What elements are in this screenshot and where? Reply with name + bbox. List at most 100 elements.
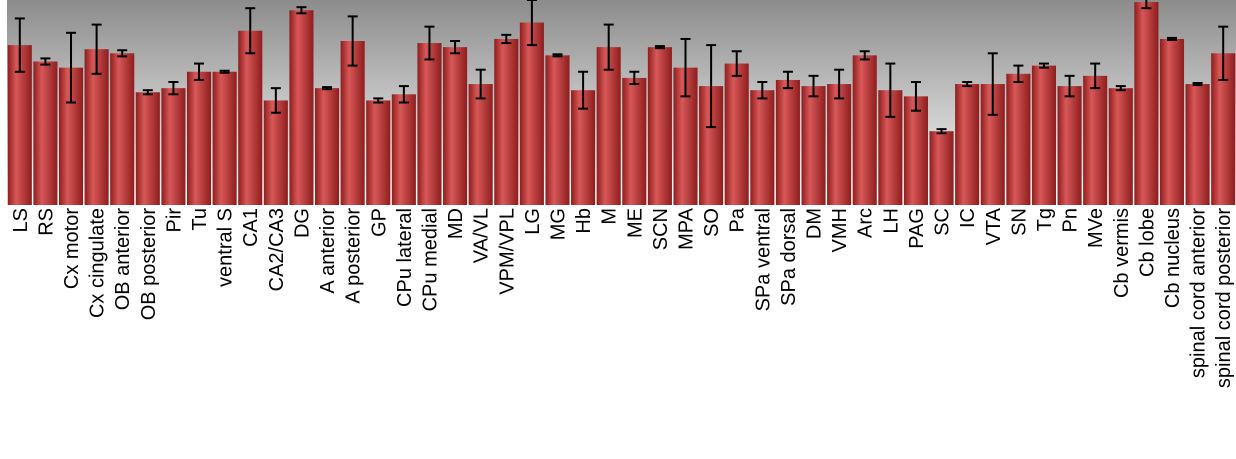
- tick-label-15: CPu lateral: [394, 208, 416, 307]
- bar-25: [647, 47, 672, 206]
- error-bar-32: [834, 68, 845, 100]
- bar-35: [903, 96, 928, 205]
- error-bar-37: [962, 81, 973, 88]
- error-bar-15: [398, 85, 409, 104]
- tick-label-45: Cb nucleus: [1162, 208, 1184, 308]
- error-bar-26: [680, 37, 691, 98]
- bar-16: [417, 43, 442, 205]
- tick-label-12: A anterior: [317, 208, 339, 294]
- bar-15: [391, 94, 416, 205]
- bar-31: [801, 86, 826, 205]
- tick-label-21: MG: [547, 208, 569, 240]
- bar-10: [263, 100, 288, 205]
- tick-label-14: GP: [368, 208, 390, 237]
- tick-label-22: Hb: [573, 208, 595, 234]
- error-bar-17: [450, 40, 461, 55]
- tick-label-47: spinal cord posterior: [1213, 208, 1235, 388]
- error-bar-31: [808, 74, 819, 98]
- error-bar-23: [603, 23, 614, 71]
- tick-label-42: MVe: [1085, 208, 1107, 248]
- bar-23: [596, 47, 621, 206]
- bars-layer: [7, 2, 1236, 206]
- tick-label-18: VA/VL: [471, 208, 493, 263]
- error-bar-7: [194, 62, 205, 81]
- tick-label-43: Cb vermis: [1111, 208, 1133, 298]
- error-bar-36: [936, 128, 947, 135]
- bar-40: [1031, 65, 1056, 205]
- tick-label-39: SN: [1008, 208, 1030, 236]
- error-bar-47: [1218, 25, 1229, 81]
- bar-17: [443, 47, 468, 206]
- error-bar-3: [91, 23, 102, 75]
- bar-11: [289, 10, 314, 205]
- bar-42: [1083, 75, 1108, 205]
- error-bar-16: [424, 25, 435, 61]
- tick-label-41: Pn: [1060, 208, 1082, 232]
- tick-label-27: SO: [701, 208, 723, 237]
- error-bar-38: [987, 52, 998, 116]
- error-bar-11: [296, 6, 307, 15]
- tick-label-6: Pir: [163, 208, 185, 233]
- tick-label-19: VPM/VPL: [496, 208, 518, 295]
- tick-label-35: PAG: [906, 208, 928, 249]
- bar-20: [519, 22, 544, 205]
- tick-label-29: SPa ventral: [752, 208, 774, 311]
- tick-label-30: SPa dorsal: [778, 208, 800, 306]
- tick-label-23: M: [599, 208, 621, 225]
- error-bar-34: [885, 62, 896, 118]
- error-bar-9: [245, 7, 256, 55]
- error-bars-layer: [14, 0, 1229, 135]
- error-bar-0: [14, 17, 25, 73]
- bar-41: [1057, 86, 1082, 205]
- error-bar-44: [1141, 0, 1152, 10]
- bar-37: [955, 84, 980, 205]
- error-bar-1: [40, 57, 51, 66]
- x-tick-labels: LS RS Cx motor Cx cingulate OB anterior OB po…: [10, 207, 1235, 388]
- error-bar-45: [1166, 36, 1177, 41]
- error-bar-39: [1013, 64, 1024, 83]
- bar-44: [1134, 2, 1159, 205]
- error-bar-12: [322, 86, 333, 91]
- bar-19: [494, 38, 519, 206]
- tick-label-46: spinal cord anterior: [1188, 208, 1210, 378]
- error-bar-40: [1038, 62, 1049, 69]
- bar-39: [1006, 73, 1031, 205]
- tick-label-44: Cb lobe: [1136, 208, 1158, 277]
- bar-24: [622, 77, 647, 205]
- tick-label-10: CA2/CA3: [266, 208, 288, 291]
- tick-label-0: LS: [10, 208, 32, 232]
- bar-33: [852, 55, 877, 205]
- tick-label-17: MD: [445, 208, 467, 239]
- tick-label-9: CA1: [240, 208, 262, 247]
- bar-13: [340, 41, 365, 205]
- error-bar-42: [1090, 62, 1101, 90]
- bar-36: [929, 131, 954, 205]
- bar-21: [545, 55, 570, 205]
- tick-label-31: DM: [804, 208, 826, 239]
- bar-45: [1159, 38, 1185, 206]
- tick-label-24: ME: [624, 208, 646, 238]
- error-bar-13: [347, 15, 358, 67]
- bar-9: [238, 30, 263, 205]
- bar-30: [775, 79, 800, 205]
- error-bar-5: [142, 89, 153, 96]
- error-bar-35: [910, 81, 921, 112]
- tick-label-32: VMH: [829, 208, 851, 252]
- tick-label-40: Tg: [1034, 208, 1056, 231]
- error-bar-43: [1115, 85, 1126, 92]
- error-bar-33: [859, 50, 870, 61]
- bar-18: [468, 84, 493, 205]
- bar-28: [724, 63, 749, 205]
- tick-label-4: OB anterior: [112, 208, 134, 311]
- error-bar-4: [117, 49, 128, 58]
- bar-4: [110, 53, 135, 205]
- error-bar-30: [782, 70, 793, 90]
- tick-label-3: Cx cingulate: [87, 208, 109, 318]
- tick-label-5: OB posterior: [138, 208, 160, 321]
- plot-background: [7, 0, 1236, 205]
- error-bar-14: [373, 97, 384, 104]
- tick-label-8: ventral S: [215, 208, 237, 287]
- error-bar-20: [526, 0, 537, 47]
